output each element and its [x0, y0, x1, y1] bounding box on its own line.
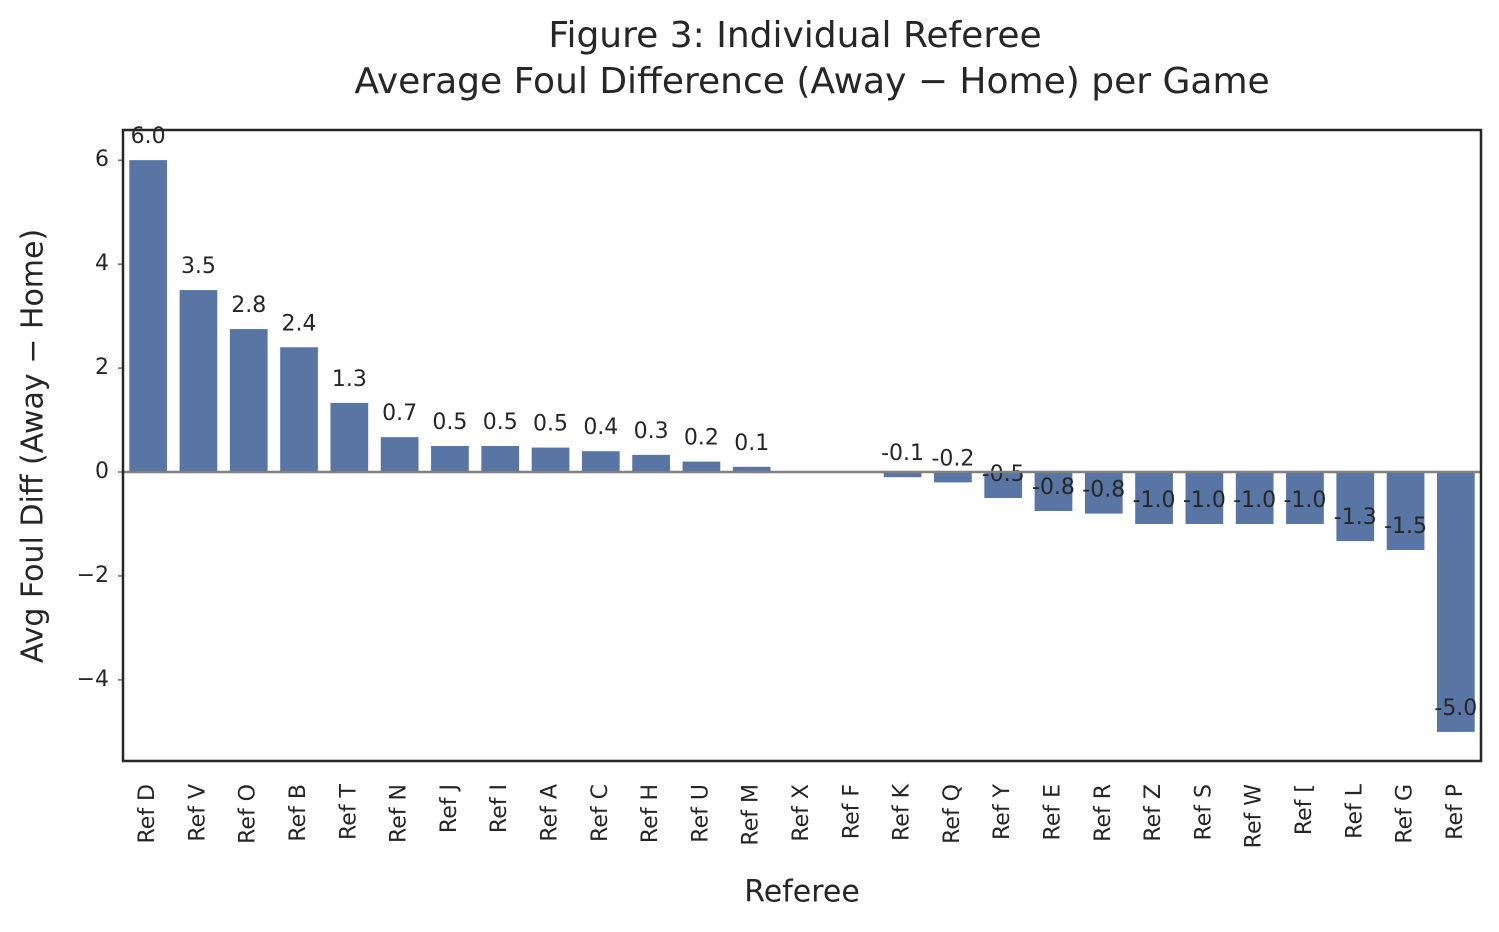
x-tick-label: Ref P — [1443, 784, 1468, 840]
bar — [883, 472, 922, 478]
value-label: 0.2 — [684, 426, 719, 451]
x-tick-label: Ref V — [185, 784, 210, 842]
bar — [179, 290, 218, 473]
x-tick-label: Ref Y — [990, 783, 1015, 840]
value-label: -1.0 — [1133, 488, 1176, 513]
bar — [632, 454, 670, 473]
value-label: -0.2 — [931, 446, 974, 471]
y-tick-label: 6 — [95, 147, 109, 172]
x-tick-label: Ref X — [789, 784, 814, 842]
value-label: -1.0 — [1283, 488, 1326, 513]
value-label: 0.4 — [583, 415, 618, 440]
x-tick-label: Ref F — [839, 784, 864, 839]
value-label: -0.8 — [1032, 475, 1075, 500]
value-label: 0.5 — [432, 410, 467, 435]
value-label: 0.1 — [734, 431, 769, 456]
value-label: -1.5 — [1384, 514, 1427, 539]
x-tick-label: Ref M — [739, 784, 764, 846]
bar — [1235, 472, 1274, 524]
value-label: 0.5 — [533, 412, 568, 437]
y-tick-label: −2 — [77, 563, 109, 588]
x-tick-label: Ref O — [236, 784, 261, 844]
x-tick-label: Ref K — [890, 783, 915, 841]
bar — [581, 451, 620, 473]
x-tick-label: Ref [ — [1292, 784, 1317, 835]
x-tick-label: Ref E — [1040, 784, 1065, 840]
x-tick-label: Ref N — [387, 784, 412, 843]
x-tick-label: Ref S — [1191, 784, 1216, 841]
value-label: -1.0 — [1233, 488, 1276, 513]
x-tick-label: Ref T — [336, 783, 361, 840]
bar — [380, 437, 419, 473]
value-label: 6.0 — [131, 124, 166, 149]
x-tick-label: Ref B — [286, 784, 311, 842]
x-tick-label: Ref Q — [940, 784, 965, 844]
bar — [732, 466, 771, 473]
bar — [431, 446, 469, 473]
bar — [1034, 472, 1073, 511]
y-tick-label: 2 — [95, 355, 109, 380]
x-tick-label: Ref W — [1242, 784, 1267, 849]
bar — [682, 461, 721, 473]
bar — [330, 402, 369, 473]
bar — [1185, 472, 1224, 524]
y-tick-label: 0 — [95, 459, 109, 484]
bar — [280, 347, 318, 473]
value-label: -0.8 — [1082, 478, 1125, 503]
x-tick-label: Ref Z — [1141, 784, 1166, 842]
x-tick-label: Ref G — [1393, 784, 1418, 844]
x-tick-label: Ref A — [538, 784, 563, 842]
x-axis-label: Referee — [744, 875, 860, 910]
bar — [531, 447, 570, 473]
value-label: 0.5 — [483, 410, 518, 435]
value-label: -1.0 — [1183, 488, 1226, 513]
bar — [984, 472, 1023, 498]
bar — [1135, 472, 1173, 524]
bar — [129, 160, 168, 473]
value-label: -0.1 — [881, 441, 924, 466]
value-label: 3.5 — [181, 254, 216, 279]
x-tick-label: Ref U — [688, 784, 713, 843]
chart-title: Figure 3: Individual Referee — [548, 15, 1041, 56]
plot-frame — [121, 128, 1483, 763]
bar — [1336, 472, 1375, 542]
bar — [1436, 472, 1475, 732]
value-label: 2.8 — [231, 293, 266, 318]
x-tick-label: Ref L — [1342, 783, 1367, 839]
bar — [1084, 472, 1123, 514]
bar — [481, 446, 520, 473]
value-label: 2.4 — [282, 311, 317, 336]
bar — [934, 472, 972, 483]
y-tick-label: 4 — [95, 251, 109, 276]
y-axis-label: Avg Foul Diff (Away − Home) — [16, 229, 51, 663]
value-label: 0.7 — [382, 401, 417, 426]
x-tick-label: Ref C — [588, 784, 613, 842]
x-tick-label: Ref I — [487, 784, 512, 833]
x-tick-label: Ref H — [638, 784, 663, 843]
value-label: -5.0 — [1434, 696, 1477, 721]
chart-title: Average Foul Difference (Away − Home) pe… — [354, 61, 1269, 102]
y-tick-label: −4 — [77, 667, 109, 692]
value-label: -0.5 — [982, 462, 1025, 487]
value-label: 1.3 — [332, 367, 367, 392]
bar — [229, 329, 268, 473]
x-tick-label: Ref D — [135, 784, 160, 844]
value-label: 0.3 — [634, 419, 669, 444]
x-tick-label: Ref J — [437, 784, 462, 833]
bar — [1286, 472, 1324, 524]
value-label: -1.3 — [1334, 505, 1377, 530]
bar — [1386, 472, 1425, 550]
x-tick-label: Ref R — [1091, 784, 1116, 842]
